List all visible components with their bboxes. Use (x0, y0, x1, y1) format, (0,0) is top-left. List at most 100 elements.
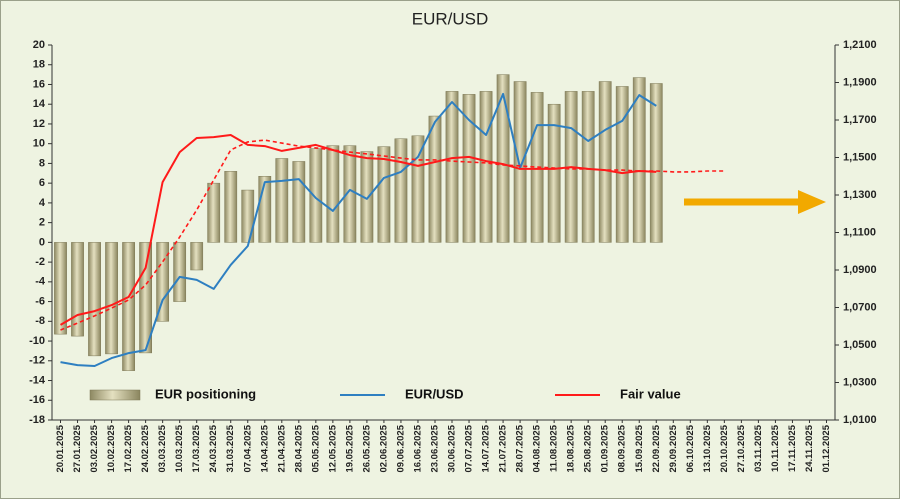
y-tick-label: 6 (39, 177, 45, 189)
bar (615, 86, 629, 243)
bar (479, 91, 493, 243)
y-tick-label: -10 (29, 335, 45, 347)
x-tick-label: 28.04.2025 (293, 424, 304, 472)
dashed-line (60, 139, 725, 331)
bar (411, 135, 425, 243)
bar (445, 91, 459, 243)
y-tick-label: -18 (29, 414, 45, 426)
fair-value-arrow (684, 190, 826, 214)
legend-label: EUR positioning (155, 386, 256, 401)
y-tick-label: -12 (29, 355, 45, 367)
bar (88, 242, 101, 357)
x-tick-label: 27.10.2025 (736, 424, 747, 472)
line (59, 134, 657, 326)
bar (649, 83, 663, 243)
x-tick-label: 11.08.2025 (549, 424, 560, 472)
y2-tick-label: 1,1300 (843, 189, 877, 201)
x-tick-label: 03.03.2025 (157, 424, 168, 472)
bar (105, 242, 118, 355)
y-tick-label: 8 (39, 157, 45, 169)
bar (224, 171, 238, 243)
y-tick-label: -6 (35, 295, 45, 307)
y-tick-label: -16 (29, 394, 45, 406)
bar (513, 81, 527, 243)
y-tick-label: 4 (39, 197, 46, 209)
x-tick-label: 07.07.2025 (464, 424, 475, 472)
x-tick-label: 17.03.2025 (191, 424, 202, 472)
x-tick-label: 10.11.2025 (770, 424, 781, 472)
x-tick-label: 21.07.2025 (498, 424, 509, 472)
x-tick-label: 13.10.2025 (702, 424, 713, 472)
bar (207, 182, 221, 243)
x-tick-label: 24.02.2025 (140, 424, 151, 472)
bar (258, 176, 272, 243)
y-tick-label: -8 (35, 315, 45, 327)
x-tick-label: 03.11.2025 (753, 424, 764, 472)
x-tick-label: 14.07.2025 (481, 424, 492, 472)
bar (190, 242, 204, 271)
x-tick-label: 19.05.2025 (344, 424, 355, 472)
x-tick-label: 16.06.2025 (412, 424, 423, 472)
bar (394, 138, 408, 243)
bar (292, 161, 306, 243)
x-tick-label: 10.02.2025 (106, 424, 117, 472)
x-tick-label: 10.03.2025 (174, 424, 185, 472)
x-tick-label: 15.09.2025 (634, 424, 645, 472)
legend-label: Fair value (620, 386, 681, 401)
x-tick-label: 29.09.2025 (668, 424, 679, 472)
x-tick-label: 05.05.2025 (310, 424, 321, 472)
x-tick-label: 20.10.2025 (719, 424, 730, 472)
bar (547, 103, 561, 243)
x-tick-label: 20.01.2025 (55, 424, 66, 472)
bar (173, 242, 187, 302)
x-tick-label: 24.03.2025 (208, 424, 219, 472)
y2-tick-label: 1,0500 (843, 339, 877, 351)
x-tick-label: 21.04.2025 (276, 424, 287, 472)
x-tick-label: 02.06.2025 (378, 424, 389, 472)
y-tick-label: 16 (33, 78, 45, 90)
y2-tick-label: 1,1500 (843, 151, 877, 163)
y-tick-label: -14 (29, 374, 46, 386)
y-tick-label: 12 (33, 118, 45, 130)
bar (241, 189, 255, 243)
x-tick-label: 23.06.2025 (430, 424, 441, 472)
chart-title: EUR/USD (412, 9, 489, 28)
x-tick-label: 24.11.2025 (804, 424, 815, 472)
bar (309, 148, 323, 243)
x-tick-label: 25.08.2025 (583, 424, 594, 472)
bar (632, 77, 646, 243)
x-tick-label: 01.09.2025 (600, 424, 611, 472)
x-tick-label: 07.04.2025 (242, 424, 253, 472)
x-tick-label: 17.02.2025 (123, 424, 134, 472)
legend-swatch (89, 389, 141, 401)
bar (581, 91, 595, 243)
y-tick-label: 18 (33, 59, 45, 71)
y-tick-label: -2 (35, 256, 45, 268)
x-tick-label: 18.08.2025 (566, 424, 577, 472)
x-tick-label: 12.05.2025 (327, 424, 338, 472)
x-tick-label: 28.07.2025 (515, 424, 526, 472)
x-tick-label: 26.05.2025 (361, 424, 372, 472)
x-tick-label: 06.10.2025 (685, 424, 696, 472)
bar (377, 146, 391, 243)
bar (360, 151, 374, 243)
bar (598, 81, 612, 243)
y-tick-label: 0 (39, 236, 45, 248)
line (60, 92, 657, 367)
bar (139, 242, 152, 354)
x-tick-label: 30.06.2025 (447, 424, 458, 472)
bar (156, 242, 170, 322)
y-tick-label: 20 (33, 39, 45, 51)
x-tick-label: 01.12.2025 (821, 424, 832, 472)
x-tick-label: 27.01.2025 (72, 424, 83, 472)
x-tick-label: 17.11.2025 (787, 424, 798, 472)
x-tick-label: 14.04.2025 (259, 424, 270, 472)
bar-series (54, 74, 663, 371)
bar (71, 242, 84, 337)
legend-label: EUR/USD (405, 386, 464, 401)
bar (428, 115, 442, 243)
x-tick-label: 22.09.2025 (651, 424, 662, 472)
x-tick-label: 09.06.2025 (395, 424, 406, 472)
y-tick-label: 10 (33, 138, 45, 150)
